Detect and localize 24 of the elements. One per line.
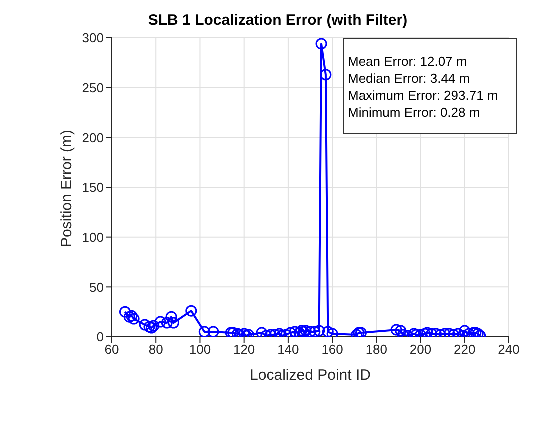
x-tick-label: 80 — [148, 342, 164, 358]
x-tick-label: 240 — [498, 342, 520, 358]
y-tick-label: 50 — [90, 280, 104, 295]
x-tick-label: 200 — [410, 342, 432, 358]
annotation: Minimum Error: 0.28 m — [348, 104, 482, 121]
y-tick-label: 100 — [82, 230, 104, 245]
x-tick-label: 100 — [189, 342, 212, 358]
x-tick-label: 180 — [366, 342, 388, 358]
x-axis-title: Localized Point ID — [250, 367, 372, 384]
x-tick-label: 140 — [278, 342, 300, 358]
y-tick-label: 200 — [82, 130, 104, 146]
x-tick-label: 160 — [322, 342, 344, 358]
annotation: Maximum Error: 293.71 m — [348, 87, 500, 104]
y-tick-label: 0 — [96, 330, 104, 345]
x-tick-label: 120 — [233, 342, 256, 358]
x-tick-label: 60 — [104, 342, 120, 358]
chart-title: SLB 1 Localization Error (with Filter) — [147, 12, 409, 29]
y-tick-label: 250 — [82, 80, 104, 96]
x-tick-label: 220 — [454, 342, 476, 358]
y-tick-label: 300 — [82, 30, 104, 46]
annotation: Mean Error: 12.07 m — [348, 53, 468, 70]
annotation: Median Error: 3.44 m — [348, 70, 472, 87]
y-tick-label: 150 — [82, 180, 104, 196]
y-axis-title: Position Error (m) — [58, 130, 76, 248]
